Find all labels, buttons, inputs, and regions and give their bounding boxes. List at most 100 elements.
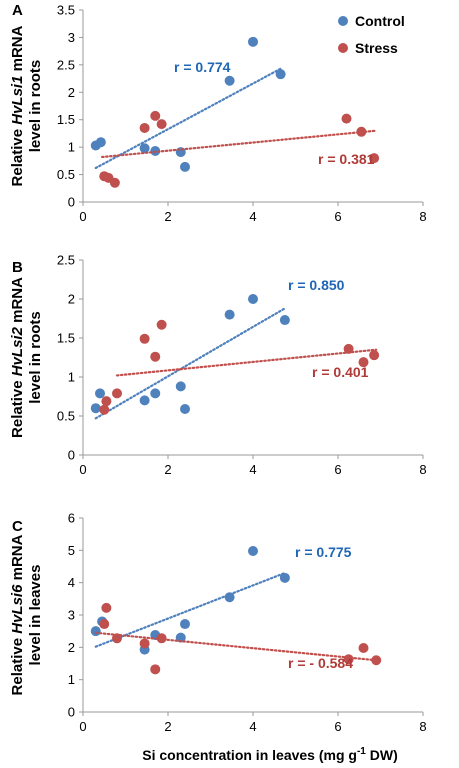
x-tick-label: 2 bbox=[164, 719, 171, 734]
data-point-control bbox=[248, 36, 258, 47]
x-tick-label: 0 bbox=[79, 719, 86, 734]
legend-marker-stress bbox=[338, 43, 348, 53]
data-point-stress bbox=[343, 343, 354, 354]
panel-label: C bbox=[12, 518, 23, 535]
data-point-stress bbox=[112, 388, 122, 399]
r-value-label-stress: r = 0.381 bbox=[318, 151, 375, 167]
x-tick-label: 2 bbox=[164, 462, 171, 477]
y-tick-label: 3 bbox=[68, 30, 75, 45]
x-axis-label-part-2: DW) bbox=[366, 747, 398, 763]
data-point-stress bbox=[101, 602, 112, 613]
data-point-control bbox=[175, 381, 186, 392]
y-axis-label: Relative HvLsi2 mRNAlevel in roots bbox=[9, 277, 44, 438]
data-point-stress bbox=[356, 126, 367, 137]
y-tick-label: 0.5 bbox=[57, 409, 75, 424]
data-point-control bbox=[180, 403, 190, 414]
legend-label-control: Control bbox=[355, 13, 405, 29]
trendline-stress bbox=[115, 348, 378, 377]
legend-label-stress: Stress bbox=[355, 40, 398, 56]
data-point-control bbox=[90, 403, 101, 414]
y-axis-label-text: mRNA bbox=[9, 277, 26, 327]
y-tick-label: 4 bbox=[68, 575, 75, 590]
data-point-control bbox=[139, 143, 150, 154]
r-value-label-stress: r = 0.401 bbox=[312, 364, 369, 380]
y-axis-label-text: mRNA bbox=[9, 25, 26, 75]
y-tick-label: 3.5 bbox=[57, 3, 75, 18]
y-axis-label: Relative HvLsi6 mRNAlevel in leaves bbox=[9, 534, 44, 695]
data-point-stress bbox=[369, 153, 380, 164]
y-axis-label-text: Relative bbox=[9, 634, 26, 696]
data-point-control bbox=[180, 619, 190, 630]
data-point-stress bbox=[343, 654, 354, 665]
chart-panel-b: B 0 0.5 1 1.5 2 2.5 0 2 4 6 8 Relative HvLsi2 mRNAle… bbox=[9, 253, 427, 478]
data-point-stress bbox=[99, 619, 110, 630]
data-point-control bbox=[248, 545, 258, 556]
x-axis-label: Si concentration in leaves (mg g-1 DW) bbox=[142, 746, 398, 763]
data-point-stress bbox=[150, 351, 161, 362]
data-point-control bbox=[95, 137, 106, 148]
x-tick-label: 4 bbox=[249, 462, 256, 477]
y-tick-label: 5 bbox=[68, 543, 75, 558]
y-tick-label: 1 bbox=[68, 140, 75, 155]
y-axis-label-text: Relative bbox=[9, 125, 26, 187]
y-axis-label-gene: HvLsi1 bbox=[9, 76, 26, 125]
y-axis-label-text: level in leaves bbox=[27, 565, 44, 666]
trendline-stress bbox=[101, 129, 378, 159]
y-axis-label-text: level in roots bbox=[27, 311, 44, 404]
data-point-stress bbox=[358, 357, 369, 368]
y-tick-label: 1 bbox=[68, 370, 75, 385]
data-point-control bbox=[175, 632, 186, 643]
data-point-control bbox=[224, 75, 235, 86]
chart-panel-c: C 0 1 2 3 4 5 6 0 2 4 6 8 Relative HvLsi6 mRNAlevel i… bbox=[9, 511, 427, 735]
y-tick-label: 0 bbox=[68, 705, 75, 720]
y-axis-label-text: Relative bbox=[9, 376, 26, 438]
trendline-control bbox=[94, 67, 282, 170]
trendline-control bbox=[94, 307, 286, 420]
x-tick-label: 6 bbox=[334, 209, 341, 224]
x-tick-label: 2 bbox=[164, 209, 171, 224]
data-point-stress bbox=[150, 110, 161, 121]
data-point-control bbox=[150, 388, 161, 399]
data-point-control bbox=[139, 395, 150, 406]
x-tick-label: 4 bbox=[249, 209, 256, 224]
x-axis-label-part-1: Si concentration in leaves (mg g bbox=[142, 747, 357, 763]
x-tick-label: 4 bbox=[249, 719, 256, 734]
data-point-stress bbox=[109, 177, 120, 188]
y-tick-label: 6 bbox=[68, 511, 75, 526]
y-tick-label: 2 bbox=[68, 640, 75, 655]
data-point-stress bbox=[358, 642, 369, 653]
data-point-control bbox=[275, 69, 286, 80]
x-tick-label: 8 bbox=[419, 462, 426, 477]
data-point-stress bbox=[150, 664, 161, 675]
data-point-stress bbox=[112, 633, 122, 644]
y-tick-label: 2.5 bbox=[57, 253, 75, 268]
y-tick-label: 1 bbox=[68, 672, 75, 687]
y-axis-label-text: mRNA bbox=[9, 534, 26, 584]
data-point-control bbox=[95, 388, 105, 399]
data-point-stress bbox=[369, 350, 380, 361]
y-tick-label: 0 bbox=[68, 195, 75, 210]
y-tick-label: 1.5 bbox=[57, 112, 75, 127]
y-tick-label: 2 bbox=[68, 292, 75, 307]
data-point-control bbox=[224, 309, 235, 320]
r-value-label-control: r = 0.850 bbox=[288, 277, 345, 293]
y-tick-label: 0 bbox=[68, 448, 75, 463]
data-point-control bbox=[248, 294, 258, 304]
x-axis-label-superscript: -1 bbox=[357, 746, 366, 757]
data-point-control bbox=[279, 315, 290, 326]
chart-panel-a: A 0 0.5 1 1.5 2 2.5 3 3.5 0 2 4 6 8 Relative HvLsi1 mR… bbox=[9, 2, 427, 224]
data-point-stress bbox=[139, 122, 150, 133]
data-point-control bbox=[90, 626, 101, 637]
y-tick-label: 1.5 bbox=[57, 331, 75, 346]
x-tick-label: 6 bbox=[334, 462, 341, 477]
legend: Control Stress bbox=[338, 13, 405, 56]
y-tick-label: 0.5 bbox=[57, 167, 75, 182]
y-tick-label: 2.5 bbox=[57, 57, 75, 72]
y-axis-label: Relative HvLsi1 mRNAlevel in roots bbox=[9, 25, 44, 186]
data-point-stress bbox=[341, 113, 352, 124]
x-tick-label: 0 bbox=[79, 462, 86, 477]
x-tick-label: 0 bbox=[79, 209, 86, 224]
panel-label: B bbox=[12, 259, 23, 276]
y-tick-label: 2 bbox=[68, 85, 75, 100]
data-point-stress bbox=[156, 319, 167, 330]
